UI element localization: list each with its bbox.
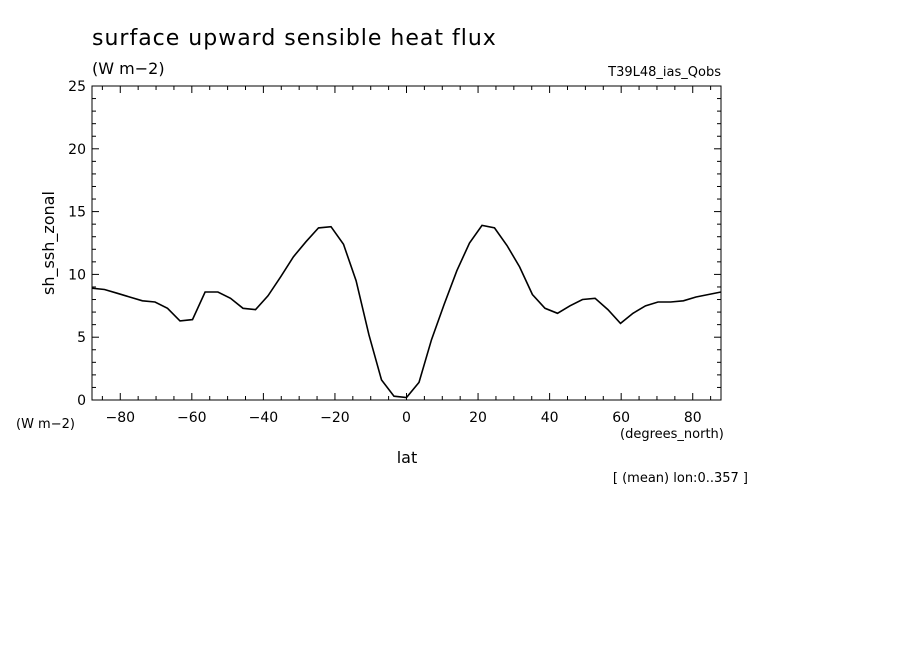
x-tick-label: 60: [612, 410, 630, 426]
x-tick-label: −60: [177, 410, 207, 426]
series-line: [91, 224, 722, 399]
y-axis-label: sh_ssh_zonal: [39, 191, 59, 295]
y-tick-label: 20: [68, 142, 86, 158]
chart-title: surface upward sensible heat flux: [92, 26, 497, 51]
plot-frame: [91, 85, 722, 401]
chart-subtitle: (W m−2): [92, 59, 165, 78]
x-axis-label: lat: [397, 448, 418, 467]
x-tick-label: −40: [249, 410, 279, 426]
run-label: T39L48_ias_Qobs: [607, 65, 721, 80]
footnote: [ (mean) lon:0..357 ]: [613, 471, 748, 486]
x-tick-label: 20: [469, 410, 487, 426]
x-tick-label: 40: [541, 410, 559, 426]
y-tick-label: 15: [68, 205, 86, 221]
y-tick-label: 0: [77, 393, 86, 409]
x-tick-label: 0: [402, 410, 411, 426]
x-tick-label: −80: [105, 410, 135, 426]
tick-marks: [92, 85, 721, 401]
y-tick-label: 25: [68, 79, 86, 95]
y-tick-labels: 0 5 10 15 20 25: [68, 79, 86, 409]
x-tick-labels: −80 −60 −40 −20 0 20 40 60 80: [105, 410, 701, 426]
y-tick-label: 10: [68, 267, 86, 283]
y-tick-label: 5: [77, 330, 86, 346]
y-axis-units: (W m−2): [16, 417, 75, 432]
x-tick-label: −20: [320, 410, 350, 426]
x-tick-label: 80: [684, 410, 702, 426]
x-axis-units: (degrees_north): [620, 427, 724, 442]
